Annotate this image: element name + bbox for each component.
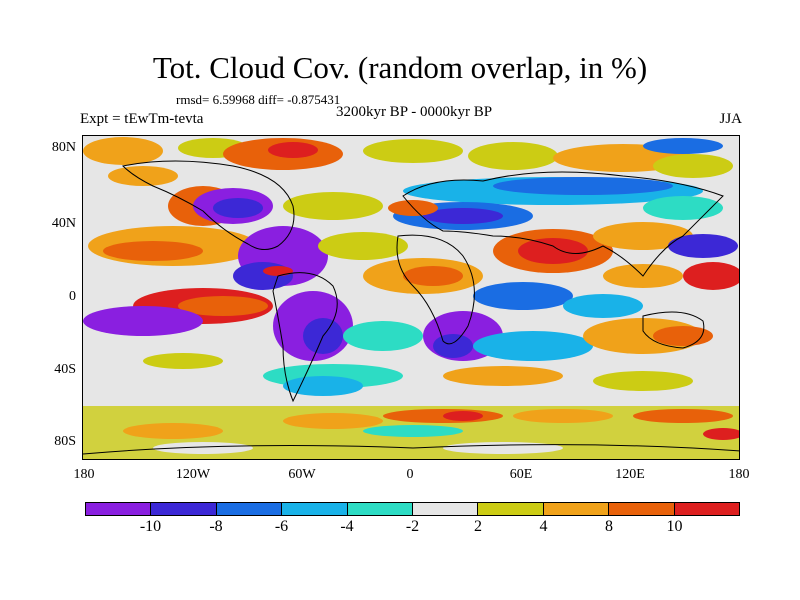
colorbar-swatch — [478, 503, 544, 515]
colorbar-swatch — [413, 503, 479, 515]
southern-anomalies — [143, 353, 693, 396]
northern-negative-band — [168, 177, 723, 230]
colorbar — [85, 502, 740, 516]
colorbar-swatch — [609, 503, 675, 515]
lon-label-120e: 120E — [615, 467, 645, 482]
lon-label-60e: 60E — [509, 467, 533, 482]
tropical-anomalies — [83, 222, 739, 361]
colorbar-level-label: -2 — [405, 518, 420, 535]
colorbar-swatch — [86, 503, 152, 515]
coastlines — [83, 160, 739, 455]
colorbar-level-label: -6 — [274, 518, 289, 535]
period-subtitle: 3200kyr BP - 0000kyr BP — [335, 104, 493, 120]
colorbar-level-label: -8 — [209, 518, 223, 535]
colorbar-level-label: 2 — [474, 518, 482, 535]
lon-label-60w: 60W — [288, 467, 316, 482]
season-label: JJA — [719, 111, 742, 127]
lat-label-80n: 80N — [51, 140, 76, 155]
lat-label-0: 0 — [69, 289, 76, 304]
lat-label-80s: 80S — [54, 434, 76, 449]
colorbar-swatch — [674, 503, 740, 515]
map-panel — [82, 135, 740, 460]
colorbar-level-label: -10 — [139, 518, 162, 535]
antarctic-anomalies — [83, 406, 739, 459]
lat-label-40s: 40S — [54, 362, 76, 377]
colorbar-level-label: -4 — [340, 518, 354, 535]
colorbar-swatch — [543, 503, 610, 515]
contour-map — [83, 136, 739, 459]
arctic-anomalies — [83, 137, 733, 186]
lon-label-180-east: 180 — [728, 467, 750, 482]
colorbar-swatch — [282, 503, 348, 515]
colorbar-level-label: 8 — [605, 518, 613, 535]
colorbar-swatch — [347, 503, 414, 515]
lat-label-40n: 40N — [51, 216, 76, 231]
experiment-label: Expt = tEwTm-tevta — [80, 111, 204, 127]
lon-label-180-west: 180 — [73, 467, 95, 482]
chart-title: Tot. Cloud Cov. (random overlap, in %) — [152, 50, 648, 85]
colorbar-level-label: 4 — [539, 518, 548, 535]
lon-label-120w: 120W — [175, 467, 211, 482]
colorbar-level-label: 10 — [666, 518, 683, 535]
stats-text: rmsd= 6.59968 diff= -0.875431 — [176, 92, 341, 107]
lon-label-0: 0 — [406, 467, 414, 482]
colorbar-swatch — [216, 503, 283, 515]
colorbar-swatch — [151, 503, 217, 515]
